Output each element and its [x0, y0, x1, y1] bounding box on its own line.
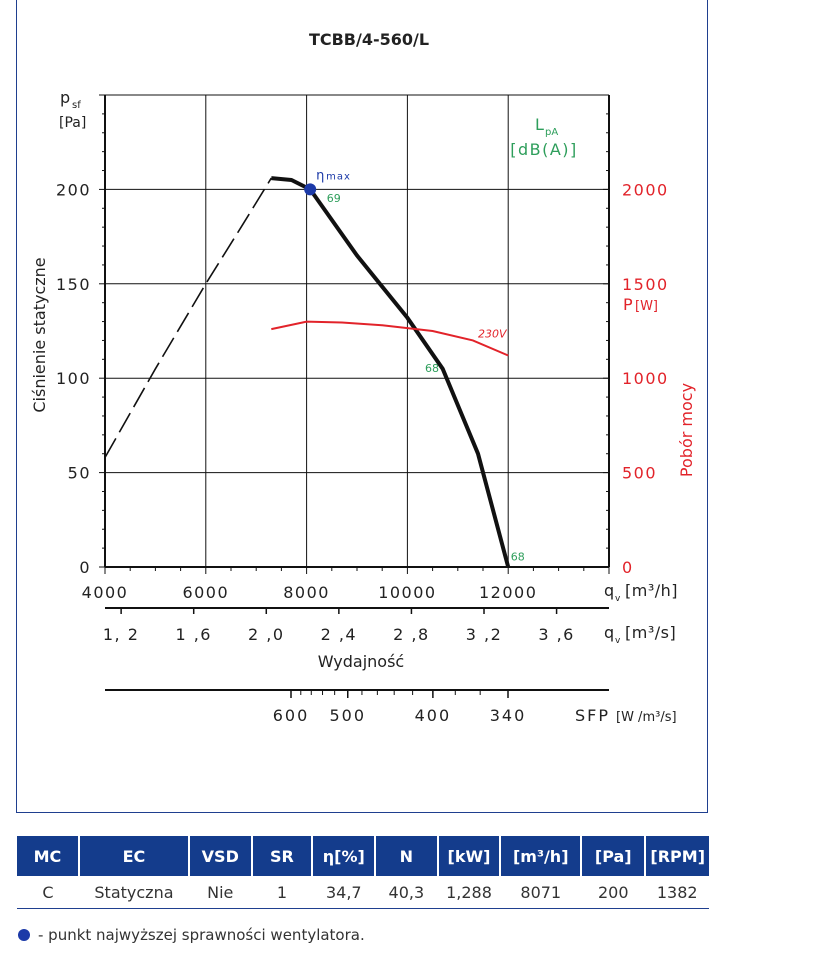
x-tick-label-m3s: 2 ,4 [321, 625, 358, 644]
spec-header-cell: EC [78, 836, 191, 876]
spec-cell: C [17, 876, 79, 909]
spec-data-row: C Statyczna Nie 1 34,7 40,3 1,288 8071 200 1382 [17, 876, 709, 909]
power-series-label: 230V [478, 327, 508, 340]
sfp-tick-label: 500 [329, 706, 366, 725]
x-unit-m3h-sub: v [615, 594, 621, 604]
lpa-point-label: 69 [327, 192, 341, 205]
spec-cell: 1,288 [437, 876, 501, 909]
x-tick-label-m3s: 1, 2 [103, 625, 140, 644]
spec-header-cell: η[%] [312, 836, 377, 876]
x-tick-label-m3h: 6000 [182, 583, 229, 602]
sfp-unit: [W /m³/s] [616, 710, 677, 725]
sfp-label: SFP [575, 706, 610, 725]
spec-cell: Statyczna [78, 876, 189, 909]
x-tick-label-m3h: 12000 [479, 583, 537, 602]
lpa-unit: [dB(A)] [510, 140, 578, 159]
x-unit-m3s: [m³/s] [625, 623, 676, 642]
lpa-point-label: 68 [511, 551, 525, 564]
y-tick-label: 50 [68, 464, 91, 483]
spec-header-cell: [m³/h] [500, 836, 583, 876]
x-tick-label-m3s: 3 ,6 [538, 625, 575, 644]
power-unit: [W] [635, 299, 658, 314]
power-symbol: P [623, 295, 634, 314]
x-tick-label-m3s: 3 ,2 [466, 625, 503, 644]
spec-header-cell: MC [17, 836, 80, 876]
spec-header-cell: [RPM] [645, 836, 709, 876]
spec-header-cell: N [375, 836, 439, 876]
power-axis-title: Pobór mocy [677, 383, 696, 477]
power-curve [271, 320, 509, 357]
y-tick-label: 100 [56, 369, 91, 388]
y-axis-title: Ciśnienie statyczne [30, 257, 49, 412]
y-tick-label: 0 [79, 558, 91, 577]
y-tick-label: 150 [56, 275, 91, 294]
spec-table: MC EC VSD SR η[%] N [kW] [m³/h] [Pa] [RPM] C Staty… [17, 836, 709, 909]
sfp-tick-label: 340 [490, 706, 527, 725]
eta-max-point [304, 183, 317, 196]
x-unit-m3h-symbol: q [604, 581, 616, 600]
x-tick-label-m3s: 2 ,8 [393, 625, 430, 644]
power-tick-label: 0 [622, 558, 634, 577]
spec-cell: 34,7 [312, 876, 376, 909]
chart-title: TCBB/4-560/L [309, 30, 429, 49]
spec-header-row: MC EC VSD SR η[%] N [kW] [m³/h] [Pa] [RPM] [17, 836, 709, 876]
legend: - punkt najwyższej sprawności wentylator… [18, 926, 365, 944]
x-tick-label-m3h: 4000 [82, 583, 129, 602]
y-axis-symbol: p [60, 88, 72, 107]
chart-frame: TCBB/4-560/L 200 150 100 50 0 p sf [Pa] Ciśnieni… [16, 0, 708, 813]
legend-text: - punkt najwyższej sprawności wentylator… [38, 926, 365, 944]
x-tick-label-m3s: 2 ,0 [248, 625, 285, 644]
eta-max-dot-icon [18, 929, 30, 941]
x-tick-label-m3h: 10000 [378, 583, 436, 602]
power-tick-label: 2000 [622, 180, 669, 199]
power-tick-label: 1000 [622, 369, 669, 388]
power-tick-label: 1500 [622, 275, 669, 294]
eta-label: η [316, 168, 324, 183]
eta-sub: max [326, 171, 351, 182]
spec-header-cell: [Pa] [581, 836, 647, 876]
x-unit-m3s-symbol: q [604, 623, 616, 642]
y-tick-label: 200 [56, 180, 91, 199]
sfp-tick-label: 600 [273, 706, 310, 725]
x-axis-title: Wydajność [318, 652, 404, 671]
y-axis-unit: [Pa] [59, 115, 86, 131]
spec-header-cell: VSD [189, 836, 253, 876]
lpa-sub: pA [545, 127, 558, 138]
lpa-point-label: 68 [425, 362, 439, 375]
spec-header-cell: SR [251, 836, 314, 876]
spec-cell: 200 [581, 876, 646, 909]
spec-cell: 1 [251, 876, 313, 909]
x-tick-label-m3s: 1 ,6 [175, 625, 212, 644]
spec-cell: 40,3 [375, 876, 438, 909]
spec-cell: 1382 [645, 876, 709, 909]
x-tick-label-m3h: 8000 [283, 583, 330, 602]
x-unit-m3s-sub: v [615, 636, 621, 646]
sfp-tick-label: 400 [415, 706, 452, 725]
spec-header-cell: [kW] [437, 836, 502, 876]
pressure-curve [271, 176, 511, 568]
lpa-symbol: L [535, 115, 545, 134]
spec-cell: 8071 [500, 876, 582, 909]
dashed-pressure-curve [104, 177, 272, 458]
y-axis-symbol-sub: sf [72, 100, 81, 111]
power-tick-label: 500 [622, 464, 657, 483]
x-unit-m3h: [m³/h] [625, 581, 678, 600]
spec-cell: Nie [189, 876, 252, 909]
